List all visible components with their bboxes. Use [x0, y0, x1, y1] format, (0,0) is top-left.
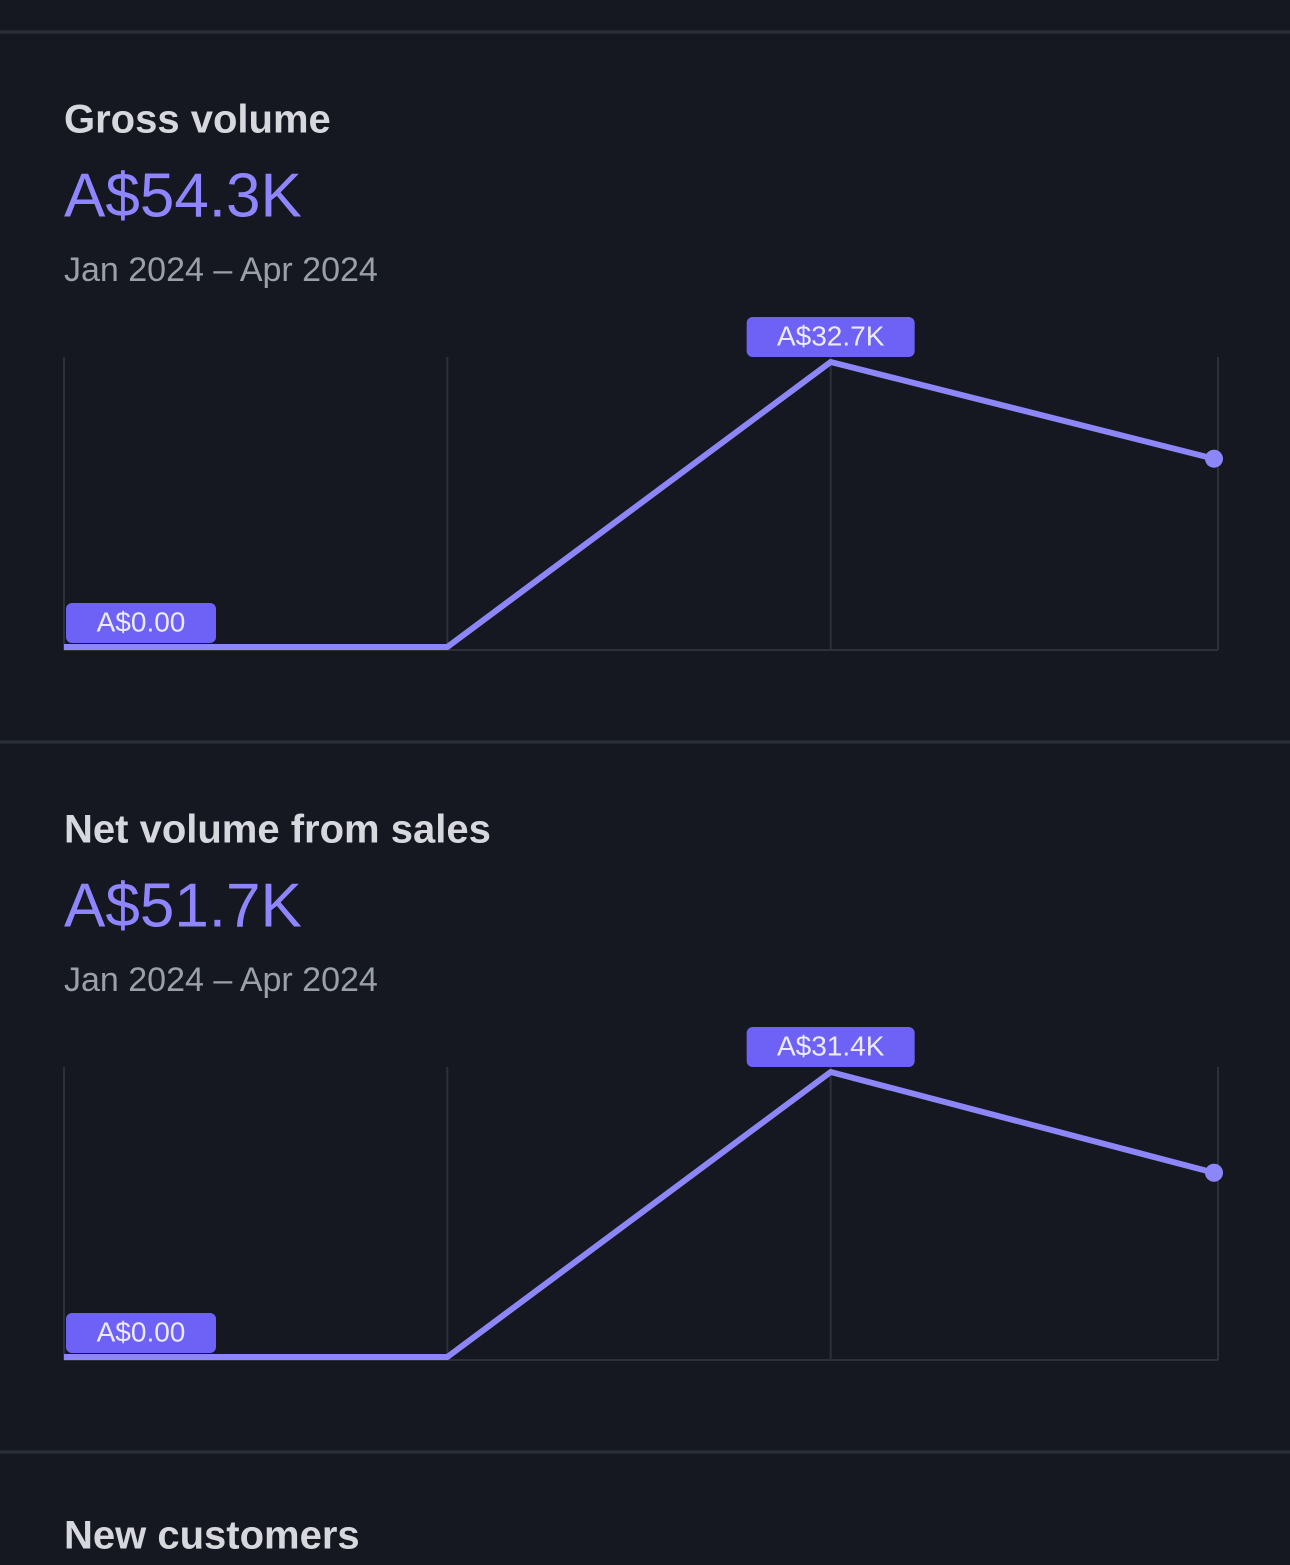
value-label-bg: [746, 317, 915, 357]
metric-total: A$54.3K: [64, 161, 302, 230]
metric-period: Jan 2024 – Apr 2024: [64, 251, 378, 289]
section-title[interactable]: New customers: [64, 1514, 360, 1558]
metric-card: Gross volume A$54.3K Jan 2024 – Apr 2024 A$…: [0, 98, 1290, 744]
value-label-bg: [66, 1313, 216, 1353]
metric-period: Jan 2024 – Apr 2024: [64, 961, 378, 999]
value-label: A$32.7K: [777, 320, 885, 351]
line-series: [64, 359, 1215, 650]
metric-card: Net volume from sales A$51.7K Jan 2024 – A…: [0, 808, 1290, 1454]
value-label: A$0.00: [97, 606, 186, 637]
metric-title[interactable]: Gross volume: [64, 98, 331, 142]
value-label-bg: [66, 603, 216, 643]
value-label: A$31.4K: [777, 1030, 885, 1061]
end-point: [1205, 1163, 1223, 1182]
end-point: [1205, 449, 1223, 468]
value-label-bg: [746, 1027, 915, 1067]
metric-total: A$51.7K: [64, 871, 302, 940]
line-series: [64, 1069, 1215, 1360]
metric-title[interactable]: Net volume from sales: [64, 808, 491, 852]
value-label: A$0.00: [97, 1316, 186, 1347]
